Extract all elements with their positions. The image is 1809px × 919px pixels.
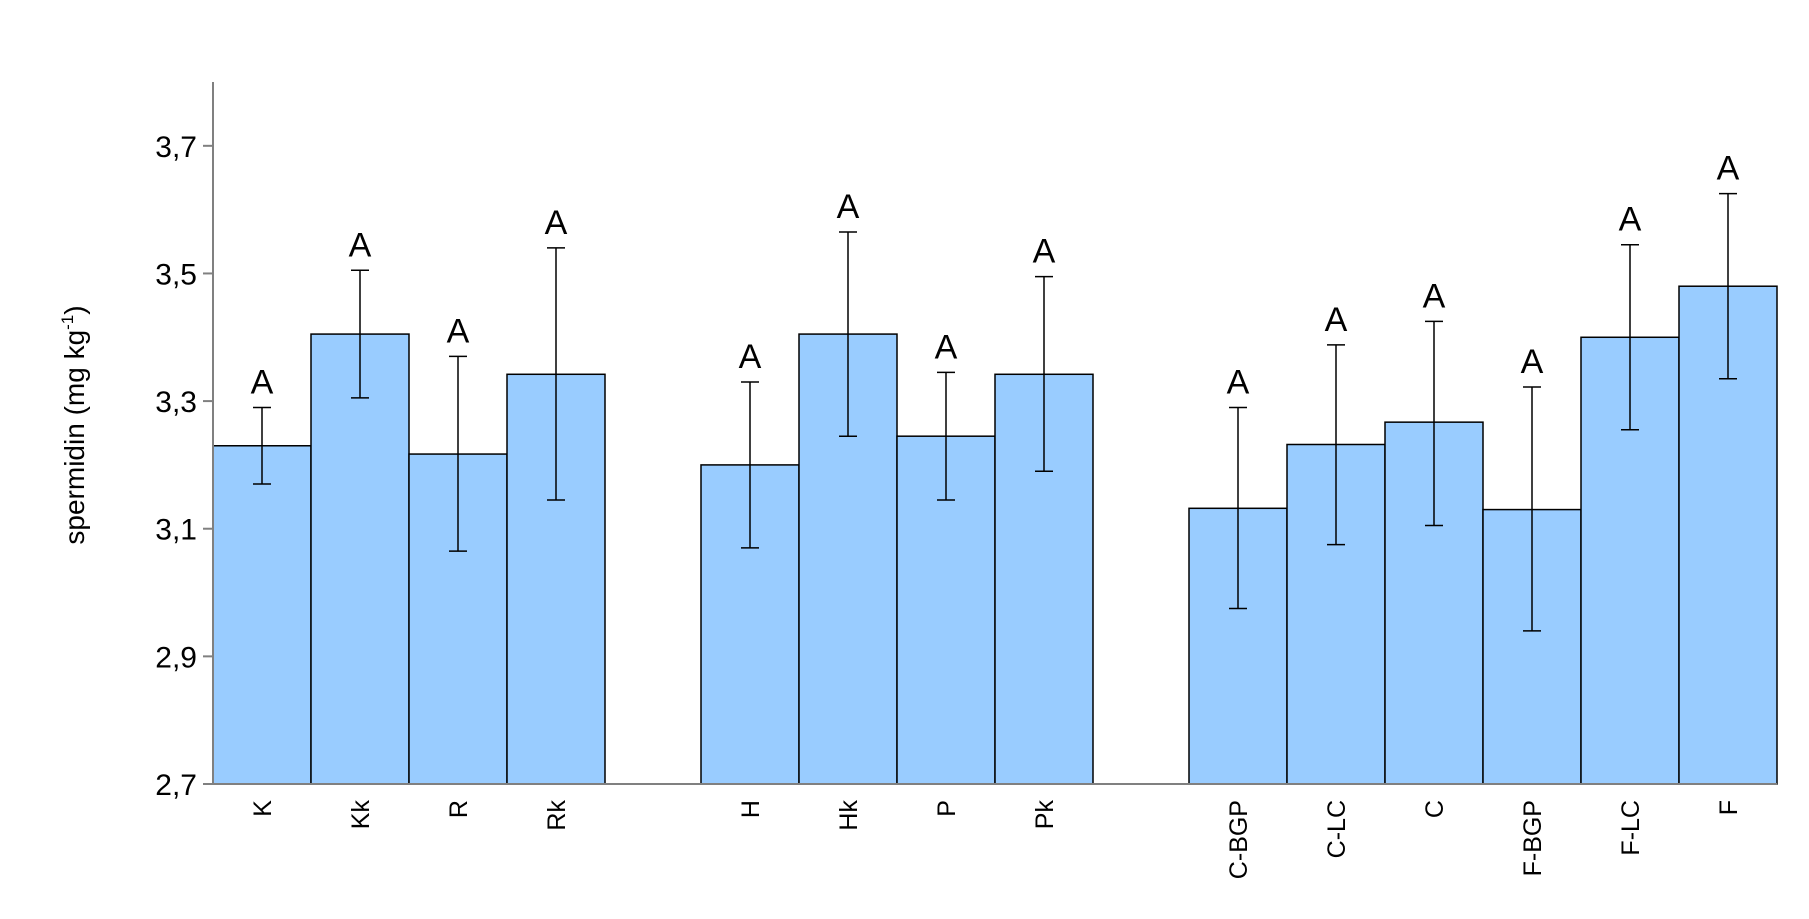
y-tick-label: 2,9 — [155, 641, 197, 674]
significance-label-r: A — [447, 312, 470, 350]
significance-label-c-bgp: A — [1227, 363, 1250, 401]
category-label-k: K — [249, 800, 277, 817]
y-tick-label: 2,7 — [155, 769, 197, 802]
y-tick-label: 3,3 — [155, 386, 197, 419]
y-axis-ticks: 2,7 2,9 3,1 3,3 3,5 3,7 — [155, 131, 213, 802]
category-label-rk: Rk — [543, 800, 571, 831]
significance-label-p: A — [935, 328, 958, 366]
category-label-hk: Hk — [835, 800, 863, 831]
bar-kk — [310, 333, 410, 785]
significance-label-c-lc: A — [1325, 301, 1348, 339]
category-label-kk: Kk — [347, 800, 375, 830]
category-label-f-bgp: F-BGP — [1519, 800, 1547, 876]
significance-label-hk: A — [837, 188, 860, 226]
category-label-r: R — [445, 800, 473, 818]
significance-label-rk: A — [545, 204, 568, 242]
y-axis-title-end: ) — [59, 305, 90, 314]
category-label-f: F — [1715, 800, 1743, 815]
y-tick-label: 3,1 — [155, 514, 197, 547]
category-label-c: C — [1421, 800, 1449, 818]
y-axis-title-text: spermidin (mg kg-1) — [58, 305, 90, 544]
significance-label-f-bgp: A — [1521, 343, 1544, 381]
category-label-p: P — [933, 800, 961, 817]
y-axis-title-superscript: -1 — [58, 315, 77, 330]
category-label-f-lc: F-LC — [1617, 800, 1645, 856]
category-label-c-lc: C-LC — [1323, 800, 1351, 858]
category-label-h: H — [737, 800, 765, 818]
category-labels: K Kk R Rk H Hk P Pk C-BGP C-LC C F-BGP F-LC F — [249, 800, 1743, 880]
y-tick-label: 3,7 — [155, 131, 197, 164]
significance-label-h: A — [739, 338, 762, 376]
axes — [203, 82, 1777, 785]
category-label-pk: Pk — [1031, 800, 1059, 830]
y-axis-title: spermidin (mg kg-1) — [58, 305, 90, 544]
error-bars — [253, 192, 1737, 632]
bar-k — [212, 445, 312, 785]
significance-labels: A A A A A A A A A A A A A A — [251, 150, 1740, 402]
significance-label-f: A — [1717, 150, 1740, 188]
significance-label-f-lc: A — [1619, 201, 1642, 239]
significance-label-pk: A — [1033, 233, 1056, 271]
category-label-c-bgp: C-BGP — [1225, 800, 1253, 879]
significance-label-c: A — [1423, 277, 1446, 315]
y-axis-title-main: spermidin (mg kg — [59, 330, 90, 545]
significance-label-kk: A — [349, 226, 372, 264]
y-tick-label: 3,5 — [155, 258, 197, 291]
significance-label-k: A — [251, 363, 274, 401]
